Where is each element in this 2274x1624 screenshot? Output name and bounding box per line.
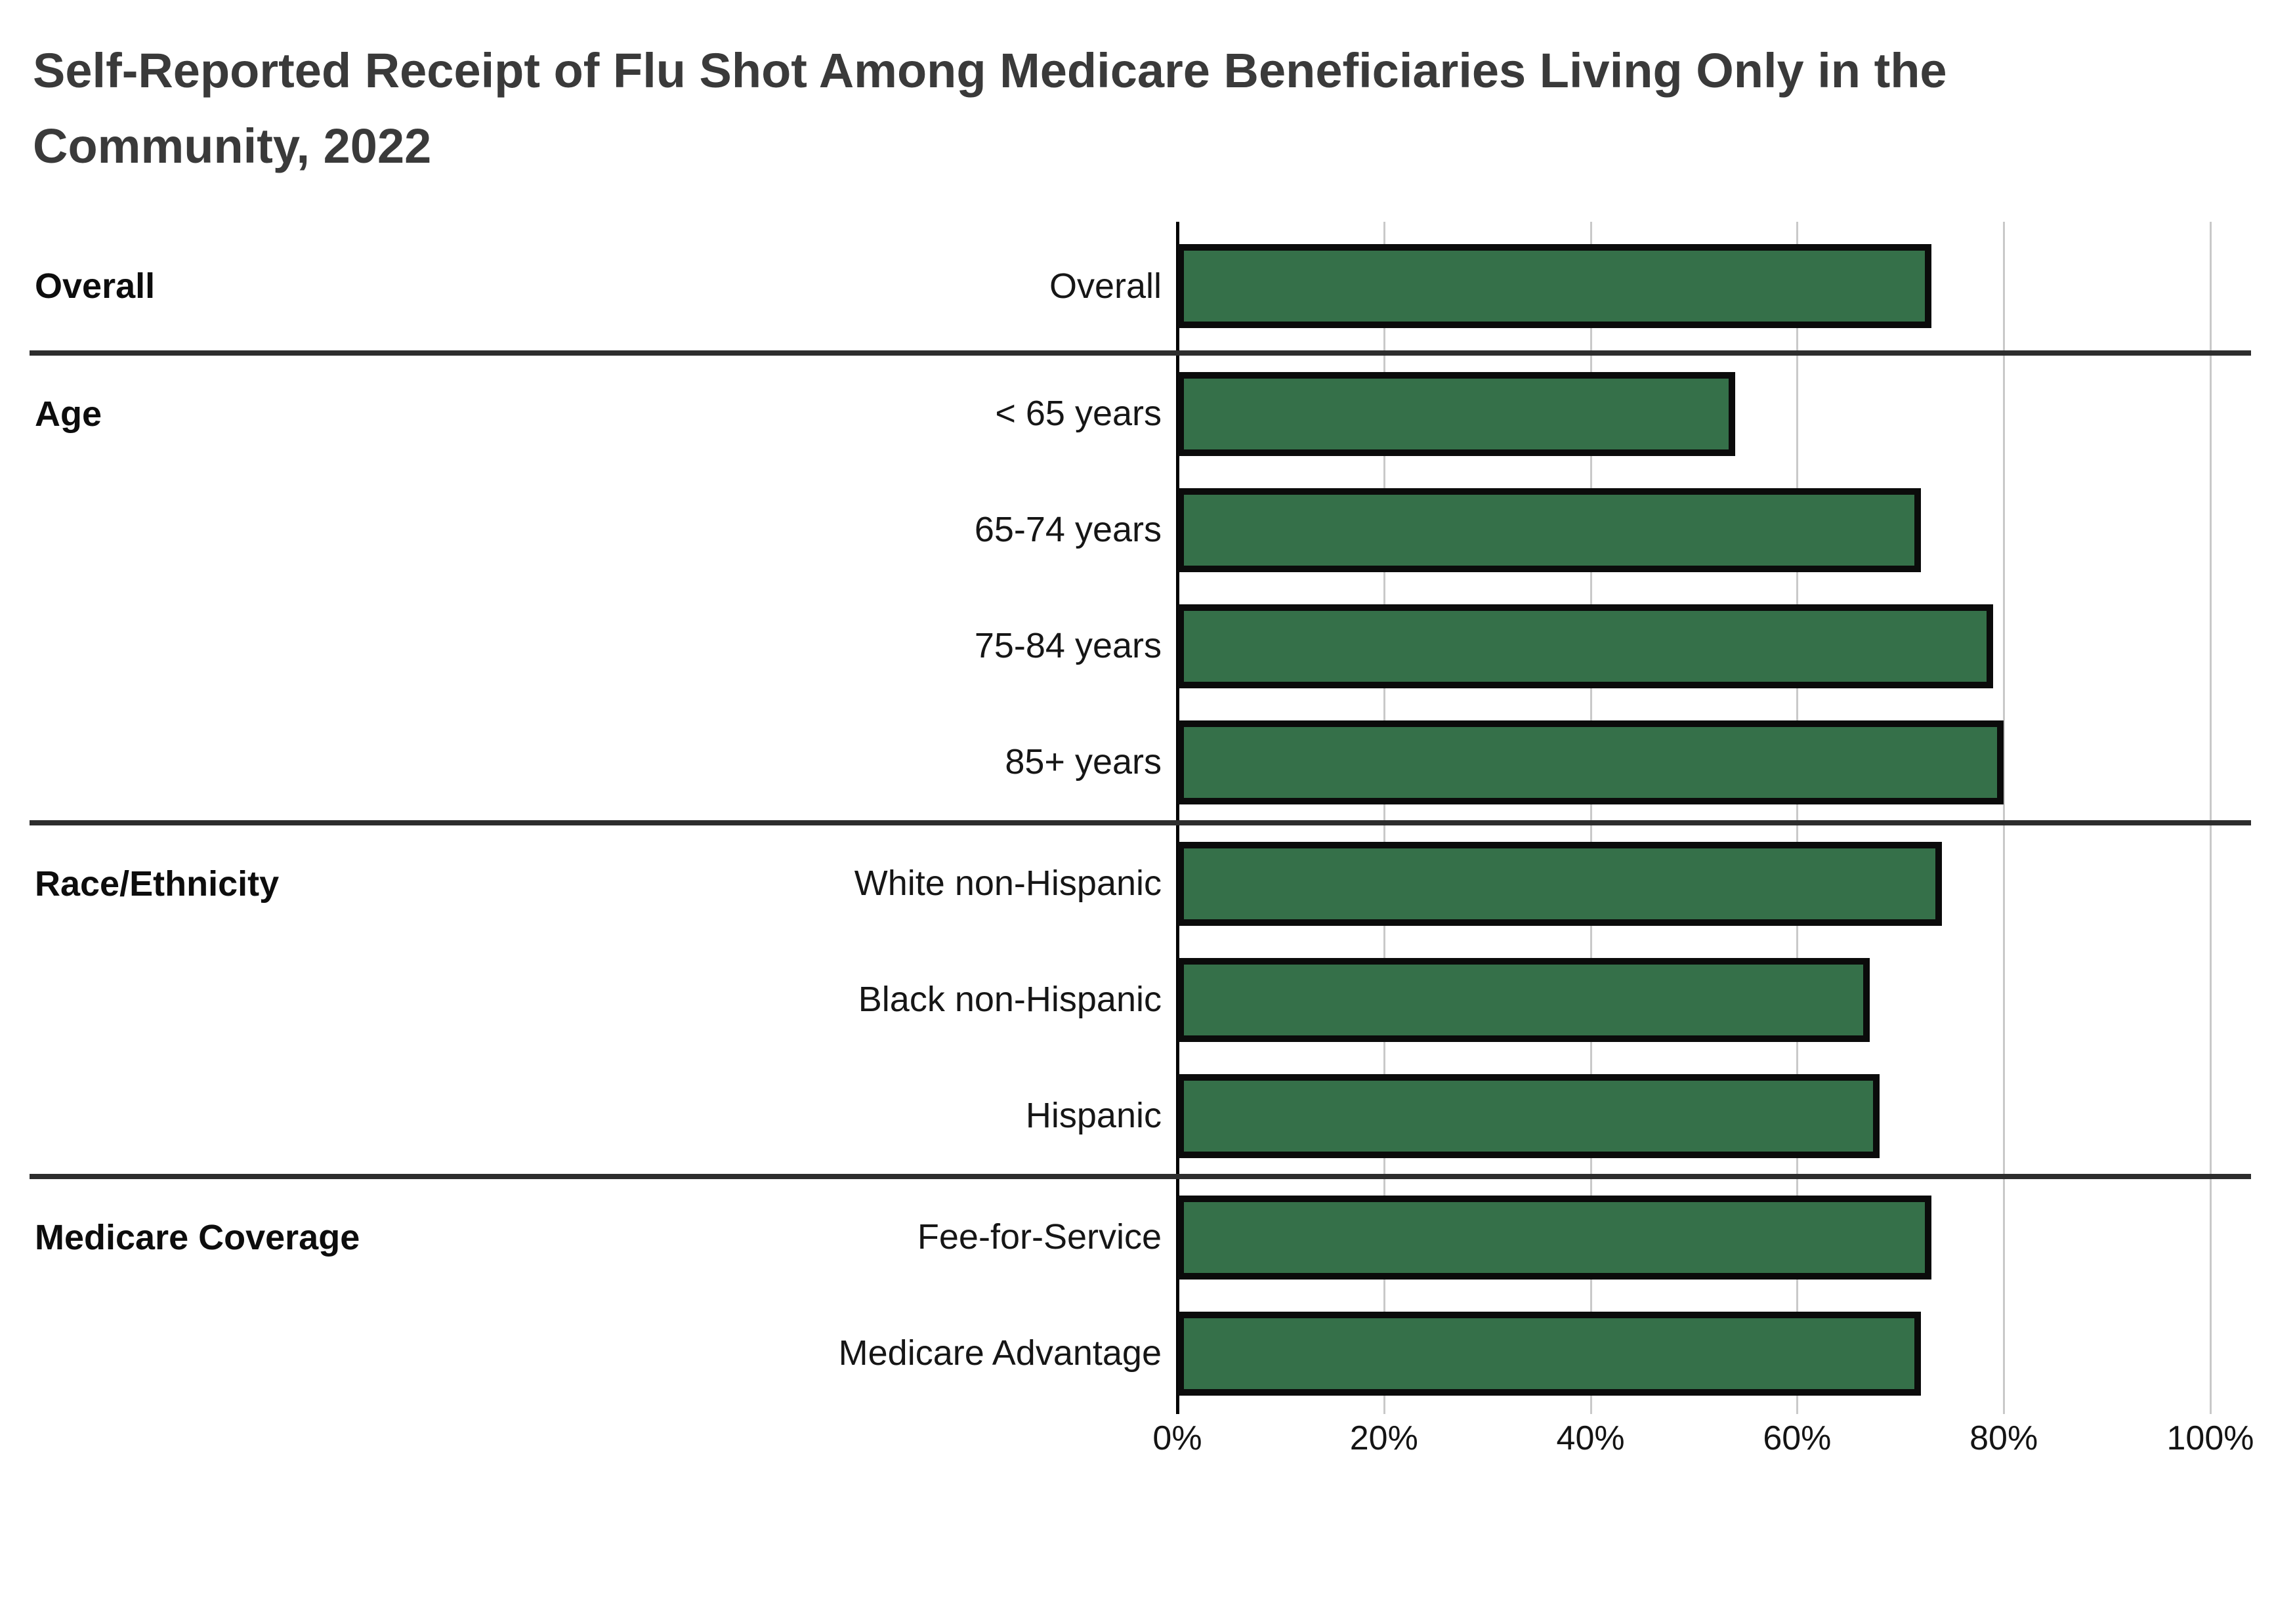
row-label: Fee-for-Service [917,1217,1162,1257]
table-row: Medicare Advantage [30,1295,2251,1411]
bar-fee-for-service [1177,1195,1932,1280]
table-row: 85+ years [30,704,2251,820]
gridline-60 [1796,222,1799,1414]
table-row: Black non-Hispanic [30,942,2251,1058]
section-label: Race/Ethnicity [35,864,280,904]
row-label: 75-84 years [974,626,1162,665]
row-label: Overall [1049,266,1162,306]
x-tick-label-0: 0% [1152,1419,1202,1457]
chart-title-line2: Community, 2022 [33,119,432,173]
x-axis-tick-labels: 0% 20% 40% 60% 80% 100% [0,1419,2274,1465]
row-label: Black non-Hispanic [858,980,1162,1019]
table-row: White non-Hispanic [30,825,2251,942]
x-tick-label-20: 20% [1349,1419,1418,1457]
bar-overall [1177,244,1932,328]
section-medicare-coverage: Medicare Coverage Fee-for-Service Medicare… [30,1179,2251,1411]
row-label: < 65 years [995,394,1162,433]
x-tick-label-60: 60% [1763,1419,1832,1457]
gridline-80 [2003,222,2006,1414]
x-tick-label-40: 40% [1556,1419,1625,1457]
chart-sections: Overall Overall Age < 65 years 65-74 years 75… [30,222,2251,1411]
row-label: Hispanic [1025,1096,1162,1135]
table-row: Fee-for-Service [30,1179,2251,1295]
bar-medicare-advantage [1177,1311,1922,1396]
gridline-100 [2210,222,2212,1414]
section-label: Medicare Coverage [35,1217,360,1257]
chart-title-line1: Self-Reported Receipt of Flu Shot Among … [33,43,1947,98]
gridline-20 [1383,222,1385,1414]
section-age: Age < 65 years 65-74 years 75-84 years 85+ y… [30,356,2251,825]
bar-hispanic [1177,1073,1880,1158]
section-label: Overall [35,266,156,306]
y-axis-line [1176,222,1179,1414]
table-row: Overall [30,222,2251,350]
bar-85-years [1177,720,2004,804]
plot-grid [0,222,2274,1414]
row-label: White non-Hispanic [854,864,1162,903]
table-row: 65-74 years [30,472,2251,588]
chart-title: Self-Reported Receipt of Flu Shot Among … [33,33,2218,184]
table-row: < 65 years [30,356,2251,472]
bar--65-years [1177,371,1735,456]
gridline-40 [1590,222,1592,1414]
section-race-ethnicity: Race/Ethnicity White non-Hispanic Black no… [30,825,2251,1179]
bar-65-74-years [1177,488,1922,572]
row-label: 65-74 years [974,510,1162,549]
section-label: Age [35,394,102,434]
bar-black-non-hispanic [1177,957,1870,1042]
table-row: 75-84 years [30,588,2251,704]
bar-75-84-years [1177,604,1994,688]
row-label: Medicare Advantage [838,1333,1162,1373]
table-row: Hispanic [30,1058,2251,1174]
bar-white-non-hispanic [1177,841,1942,926]
section-overall: Overall Overall [30,222,2251,356]
x-tick-label-100: 100% [2166,1419,2254,1457]
row-label: 85+ years [1005,742,1162,781]
x-tick-label-80: 80% [1969,1419,2038,1457]
